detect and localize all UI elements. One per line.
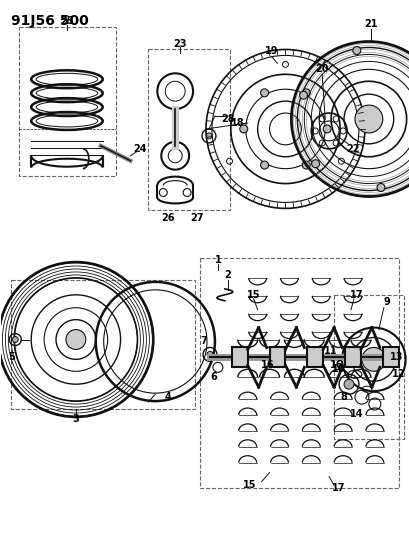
Text: 27: 27 [190, 213, 203, 223]
Bar [307, 348, 322, 367]
Circle shape [343, 379, 353, 389]
Text: 16: 16 [260, 360, 274, 370]
Circle shape [301, 161, 310, 169]
Text: 13: 13 [389, 352, 402, 362]
Bar [344, 348, 360, 367]
Text: 17: 17 [349, 290, 363, 300]
Circle shape [207, 351, 212, 358]
Circle shape [352, 46, 360, 54]
Text: 2: 2 [224, 270, 231, 280]
Bar [19, 27, 115, 175]
Circle shape [311, 160, 319, 168]
Text: 3: 3 [72, 414, 79, 424]
Text: 24: 24 [133, 144, 147, 154]
Bar [200, 258, 398, 488]
Text: 1: 1 [214, 255, 221, 265]
Circle shape [322, 125, 330, 133]
Bar [382, 348, 398, 367]
Circle shape [260, 161, 268, 169]
Text: 6: 6 [210, 372, 217, 382]
Bar [333, 295, 402, 439]
Text: 18: 18 [230, 118, 244, 128]
Bar [231, 348, 247, 367]
Circle shape [260, 89, 268, 97]
Text: 4: 4 [164, 392, 171, 402]
Text: 91J56 500: 91J56 500 [11, 14, 89, 28]
Bar [11, 280, 195, 409]
Text: 25: 25 [60, 15, 74, 26]
Text: 15: 15 [243, 480, 256, 489]
Text: 15: 15 [246, 290, 260, 300]
Circle shape [12, 336, 18, 343]
Bar [148, 50, 229, 211]
Text: 26: 26 [161, 213, 175, 223]
Bar [269, 348, 285, 367]
Circle shape [66, 329, 85, 350]
Text: 21: 21 [363, 19, 377, 29]
Text: 5: 5 [8, 352, 15, 362]
Text: 20: 20 [315, 64, 328, 74]
Text: 23: 23 [173, 38, 187, 49]
Circle shape [301, 89, 310, 97]
Text: 16: 16 [330, 360, 343, 370]
Text: 7: 7 [200, 336, 207, 346]
Circle shape [205, 133, 211, 139]
Text: 14: 14 [349, 409, 363, 419]
Circle shape [354, 105, 382, 133]
Text: 17: 17 [332, 483, 345, 494]
Text: 11: 11 [324, 346, 337, 357]
Text: 9: 9 [382, 297, 389, 307]
Circle shape [376, 183, 384, 191]
Circle shape [239, 125, 247, 133]
Text: 12: 12 [391, 369, 405, 379]
Text: 28: 28 [220, 114, 234, 124]
Text: 8: 8 [340, 392, 347, 402]
Text: 10: 10 [332, 364, 345, 374]
Text: 19: 19 [264, 46, 278, 56]
Circle shape [299, 91, 307, 99]
Text: 22: 22 [345, 144, 359, 154]
Circle shape [361, 348, 385, 372]
